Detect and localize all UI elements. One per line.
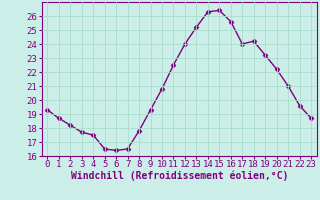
X-axis label: Windchill (Refroidissement éolien,°C): Windchill (Refroidissement éolien,°C) — [70, 171, 288, 181]
